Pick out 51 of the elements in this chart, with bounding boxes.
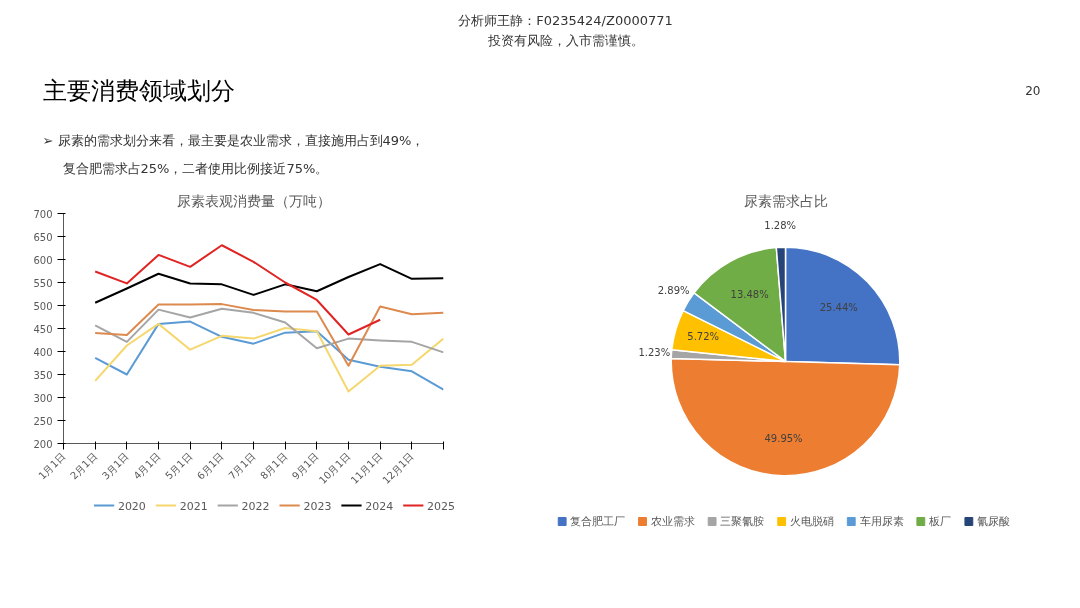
y-tick-label: 550 xyxy=(33,277,53,289)
y-tick-label: 650 xyxy=(33,231,53,243)
legend-label: 2020 xyxy=(117,499,146,513)
line-series xyxy=(94,307,444,354)
data-label: 1.23% xyxy=(638,347,671,359)
x-tick-label: 4月1日 xyxy=(131,450,163,482)
y-tick-label: 400 xyxy=(33,346,53,358)
x-tick-label: 8月1日 xyxy=(258,450,290,482)
text: 复合肥需求占25%，二者使用比例接近75%。 xyxy=(62,161,329,176)
text: 投资有风险，入市需谨慎。 xyxy=(486,33,644,48)
legend-label: 2024 xyxy=(365,499,394,513)
legend-label: 三聚氰胺 xyxy=(720,515,765,528)
text: ➢ 尿素的需求划分来看，最主要是农业需求，直接施用占到49%， xyxy=(42,133,425,148)
y-tick-label: 250 xyxy=(33,415,53,427)
data-label: 49.95% xyxy=(764,432,803,444)
x-tick-label: 1月1日 xyxy=(36,450,68,482)
x-tick-label: 2月1日 xyxy=(68,450,100,482)
legend-label: 板厂 xyxy=(928,515,952,528)
text: 主要消费领域划分 xyxy=(42,76,235,105)
y-tick-label: 450 xyxy=(33,323,53,335)
legend-label: 氰尿酸 xyxy=(977,515,1011,528)
data-label: 1.28% xyxy=(764,219,797,231)
legend-label: 2025 xyxy=(427,499,456,513)
data-label: 25.44% xyxy=(819,302,858,314)
x-tick-label: 5月1日 xyxy=(163,450,195,482)
chart-title: 尿素表观消费量（万吨） xyxy=(176,192,331,209)
y-tick-label: 200 xyxy=(33,438,53,450)
y-tick-label: 350 xyxy=(33,369,53,381)
legend-label: 车用尿素 xyxy=(859,515,904,528)
x-tick-label: 7月1日 xyxy=(226,450,258,482)
legend-label: 农业需求 xyxy=(650,515,695,528)
legend-label: 2021 xyxy=(179,499,208,513)
legend-label: 火电脱硝 xyxy=(790,515,835,528)
legend-label: 复合肥工厂 xyxy=(570,515,626,528)
y-tick-label: 500 xyxy=(33,300,53,312)
data-label: 5.72% xyxy=(687,331,720,343)
line-series xyxy=(94,244,382,336)
y-tick-label: 600 xyxy=(33,254,53,266)
line-series xyxy=(94,263,444,304)
legend-label: 2022 xyxy=(241,499,270,513)
x-tick-label: 3月1日 xyxy=(99,450,131,482)
y-tick-label: 700 xyxy=(33,208,53,220)
text: 20 xyxy=(1025,84,1041,98)
y-tick-label: 300 xyxy=(33,392,53,404)
x-tick-label: 6月1日 xyxy=(194,450,226,482)
data-label: 13.48% xyxy=(730,288,769,300)
legend-label: 2023 xyxy=(303,499,332,513)
data-label: 2.89% xyxy=(657,284,690,296)
text: 分析师王静：F0235424/Z0000771 xyxy=(458,13,673,28)
chart-title: 尿素需求占比 xyxy=(743,192,828,209)
line-series xyxy=(94,303,444,367)
